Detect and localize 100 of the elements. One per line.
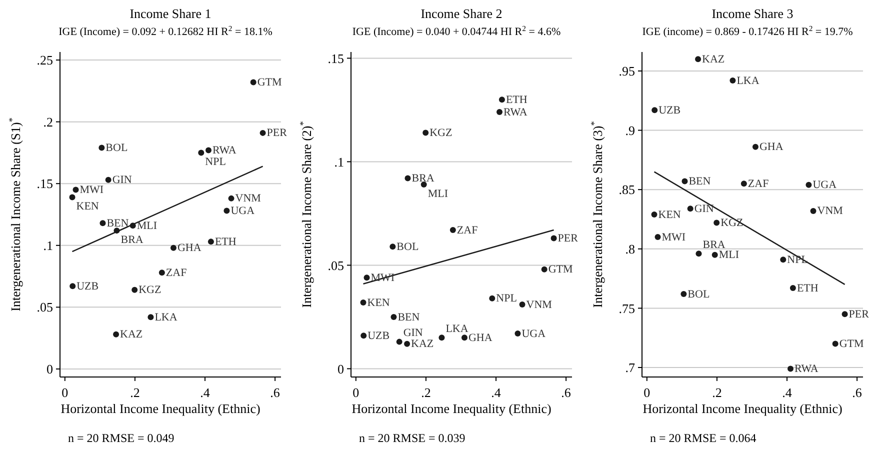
annotation: GTM [839,338,864,350]
annotation: NPL [205,156,226,168]
annotation: BRA [702,238,726,251]
point [132,286,138,293]
point [489,295,496,302]
chart-title: Income Share 3 [712,6,794,21]
y-tick-label: .2 [43,114,53,130]
point [790,285,796,292]
annotation: LKA [446,322,468,335]
y-tick-label: .95 [618,64,635,79]
annotation: RWA [212,144,236,157]
annotation: GIN [694,202,714,215]
y-tick-label: 0 [338,361,344,376]
point [651,212,658,218]
point [228,195,234,202]
point [712,252,718,258]
x-tick-label: .6 [852,385,862,400]
point [730,77,736,84]
x-tick-label: 0 [352,385,360,400]
annotation: BOL [688,288,710,300]
x-tick-label: 0 [644,385,650,400]
point [72,186,79,193]
annotation: MLI [136,220,158,232]
y-tick-label: .7 [625,360,636,376]
point [541,266,548,272]
annotation: ZAF [748,178,769,190]
x-tick-label: .6 [561,385,572,400]
point [208,238,214,245]
y-tick-label: .15 [328,50,344,66]
text: n = 20 RMSE = 0.039 [359,431,466,445]
annotation: ZAF [456,224,478,236]
annotation: UGA [230,205,255,218]
annotation: GHA [468,332,492,344]
x-axis-title: Horizontal Income Inequality (Ethnic) [642,401,842,416]
chart-title: Income Share 1 [130,6,212,21]
annotation: ETH [796,282,818,294]
annotation: GTM [548,264,573,276]
point [461,334,468,341]
point [105,176,112,183]
annotation: KAZ [411,338,434,350]
chart-subtitle: IGE (Income) = 0.092 + 0.12682 HI R$^{2}$ = 18.1% [58,24,272,38]
annotation: UZB [76,280,99,292]
annotation: KGZ [430,127,452,140]
y-tick-label: .9 [625,122,635,138]
annotation: UGA [522,328,546,340]
x-tick-label: 0 [62,385,68,400]
annotation: PER [848,308,870,320]
x-tick-label: .4 [782,385,792,400]
annotation: GIN [403,327,423,340]
annotation: BEN [106,217,129,230]
annotation: MWI [662,231,686,244]
annotation: UGA [812,179,837,192]
chart-title: Income Share 2 [420,6,502,21]
point [360,332,367,339]
annotation: RWA [794,362,818,375]
point [170,244,176,251]
annotation: KGZ [138,284,162,296]
chart-subtitle: IGE (Income) = 0.040 + 0.04744 HI R$^{2}$ = 4.6% [352,24,561,38]
annotation: ETH [506,94,528,106]
point [680,290,687,297]
point [70,283,76,290]
annotation: PER [266,127,288,140]
y-tick-label: .75 [618,300,635,316]
point [438,334,445,341]
point [714,220,720,226]
point [100,220,106,226]
text: n = 20 RMSE = 0.064 [650,431,756,445]
annotation: BEN [398,311,420,324]
point [422,130,429,136]
annotation: MLI [718,249,740,262]
annotation: BOL [396,240,419,253]
point [250,79,256,86]
text: n = 20 RMSE = 0.049 [68,431,174,445]
point [788,366,794,372]
annotation: KEN [658,208,681,221]
x-tick-label: .2 [712,385,722,400]
chart-subtitle: IGE (income) = 0.869 - 0.17426 HI R$^{2}$ = 19.7% [642,24,853,38]
point [98,144,105,151]
annotation: MWI [80,184,104,196]
annotation: GTM [257,76,282,89]
point [806,182,812,188]
annotation: MLI [428,188,448,200]
annotation: UZB [658,104,681,116]
point [158,270,165,276]
point [696,250,702,257]
point [450,227,456,234]
x-tick-label: .2 [130,385,140,400]
annotation: LKA [154,311,178,324]
point [519,302,526,308]
x-tick-label: .4 [200,385,210,400]
point [396,338,402,345]
y-tick-label: .85 [618,182,635,198]
annotation: RWA [504,106,528,118]
point [390,314,397,320]
annotation: PER [558,232,579,245]
y-tick-label: .15 [36,176,53,192]
point [498,96,505,103]
point [780,256,786,263]
annotation: BRA [412,172,434,185]
annotation: GHA [177,242,202,254]
